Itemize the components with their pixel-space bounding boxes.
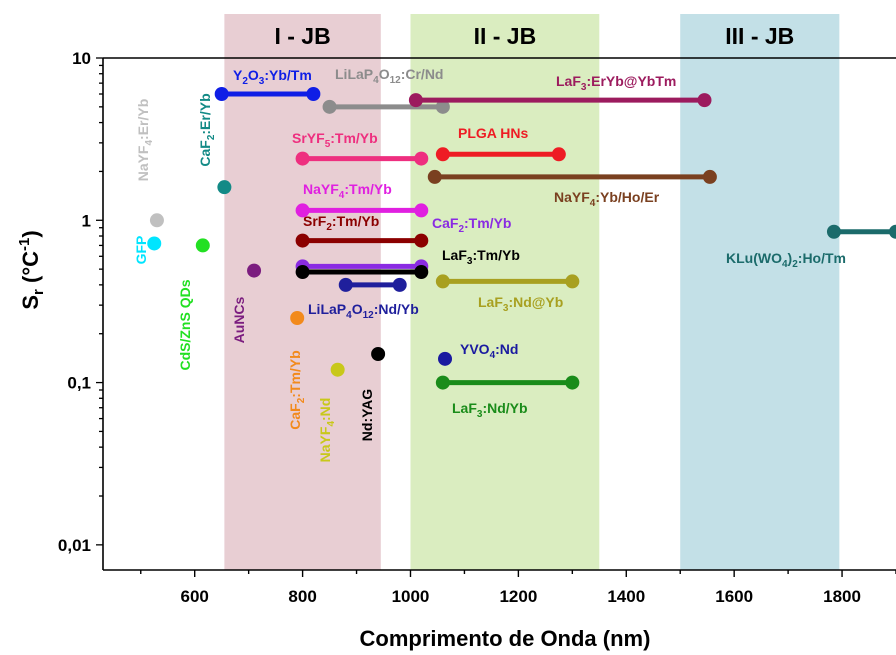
x-axis: 600 800 1000 1200 1400 1600 1800 (140, 570, 896, 606)
y-axis-label-unit-close: ) (18, 230, 43, 237)
data-point (295, 233, 310, 248)
x-tick-label: 600 (181, 587, 209, 606)
data-point (435, 375, 450, 390)
data-point (295, 151, 310, 166)
data-point (149, 213, 164, 228)
data-marks (147, 87, 896, 390)
data-point (330, 362, 345, 377)
y-tick-label: 0,1 (67, 374, 91, 393)
series-label: LaF3:ErYb@YbTm (556, 73, 676, 93)
band-1 (224, 14, 381, 570)
band-2 (410, 14, 600, 570)
data-point (435, 274, 450, 289)
data-point (702, 169, 717, 184)
series-label: AuNCs (231, 296, 247, 343)
data-point (414, 151, 429, 166)
series-label: CaF2:Er/Yb (197, 93, 217, 166)
series-label: Nd:YAG (359, 389, 375, 441)
x-axis-label: Comprimento de Onda (nm) (360, 626, 651, 651)
data-point (435, 99, 450, 114)
data-point (889, 224, 896, 239)
series-label: NaYF4:Yb/Ho/Er (554, 189, 660, 209)
series-label: NaYF4:Nd (317, 398, 337, 463)
series-label: SrF2:Tm/Yb (303, 213, 379, 233)
series-label: CaF2:Tm/Yb (287, 350, 307, 429)
data-point (195, 238, 210, 253)
series-labels: NaYF4:Er/Yb CaF2:Er/Yb GFP CdS/ZnS QDs AuNCs… (133, 66, 846, 462)
y-axis: 0,01 0,1 1 10 (58, 49, 103, 555)
data-point (565, 375, 580, 390)
series-label: YVO4:Nd (460, 341, 518, 361)
y-axis-label-unit-sup: -1 (16, 238, 33, 251)
band-label-1: I - JB (274, 23, 330, 49)
y-axis-label-main: S (18, 295, 43, 310)
data-point (306, 87, 321, 102)
data-point (697, 93, 712, 108)
data-point (408, 93, 423, 108)
series-label: CdS/ZnS QDs (177, 279, 193, 370)
band-label-3: III - JB (725, 23, 794, 49)
series-label: LaF3:Tm/Yb (442, 247, 520, 267)
data-point (435, 147, 450, 162)
data-point (295, 265, 310, 280)
data-point (392, 277, 407, 292)
series-label: SrYF5:Tm/Yb (292, 130, 378, 150)
data-point (214, 87, 229, 102)
y-tick-label: 10 (72, 49, 91, 68)
y-tick-label: 1 (82, 211, 91, 230)
y-axis-label: Sr (°C-1) (16, 230, 47, 309)
x-tick-label: 1200 (499, 587, 537, 606)
series-label: KLu(WO4)2:Ho/Tm (726, 250, 846, 270)
data-point (217, 180, 232, 195)
y-axis-label-sub: r (30, 289, 47, 295)
series-label: LaF3:Nd@Yb (478, 294, 563, 314)
data-point (414, 233, 429, 248)
data-point (826, 224, 841, 239)
series-label: LaF3:Nd/Yb (452, 400, 528, 420)
band-label-2: II - JB (474, 23, 537, 49)
data-point (247, 263, 262, 278)
y-tick-label: 0,01 (58, 536, 91, 555)
data-point (322, 99, 337, 114)
x-tick-label: 1800 (823, 587, 861, 606)
series-label: GFP (133, 236, 149, 265)
series-label: CaF2:Tm/Yb (432, 215, 511, 235)
data-point (438, 351, 453, 366)
series-label: LiLaP4O12:Nd/Yb (308, 301, 419, 321)
series-label: LiLaP4O12:Cr/Nd (335, 66, 443, 86)
series-label: Y2O3:Yb/Tm (233, 67, 312, 87)
data-point (414, 203, 429, 218)
data-point (338, 277, 353, 292)
data-point (414, 265, 429, 280)
x-tick-label: 1400 (607, 587, 645, 606)
x-tick-label: 800 (288, 587, 316, 606)
data-point (147, 236, 162, 251)
x-tick-label: 1000 (392, 587, 430, 606)
data-point (371, 346, 386, 361)
data-point (427, 169, 442, 184)
data-point (290, 310, 305, 325)
data-point (565, 274, 580, 289)
data-point (295, 203, 310, 218)
x-tick-label: 1600 (715, 587, 753, 606)
y-axis-label-unit: (°C (18, 251, 43, 289)
series-label: PLGA HNs (458, 125, 528, 141)
data-point (551, 147, 566, 162)
series-label: NaYF4:Tm/Yb (303, 181, 392, 201)
series-label: NaYF4:Er/Yb (135, 99, 155, 182)
